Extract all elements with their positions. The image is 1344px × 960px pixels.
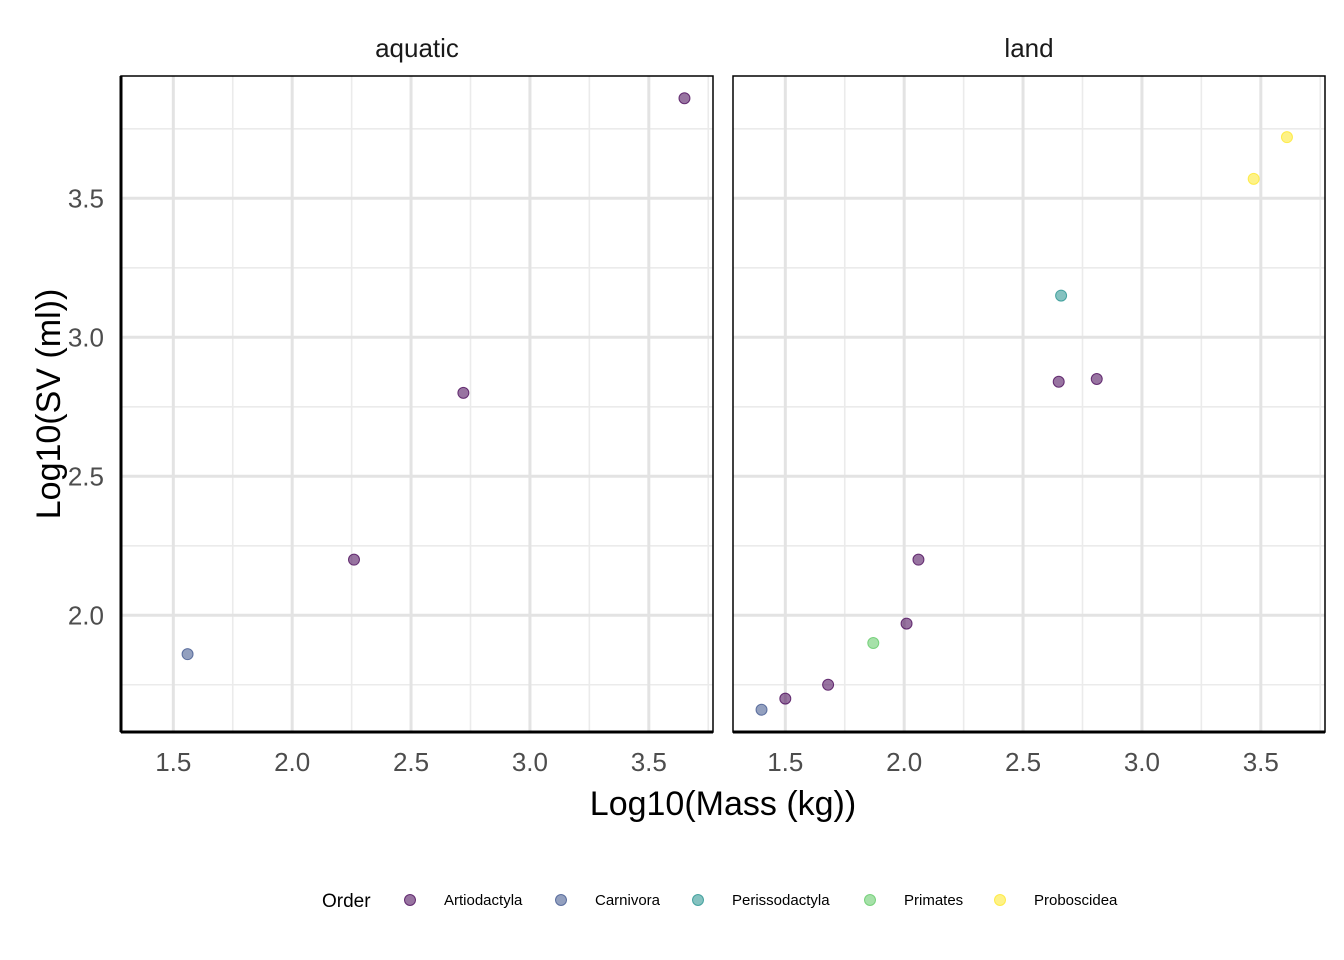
legend-item: Carnivora — [555, 892, 661, 909]
data-point — [867, 637, 880, 650]
data-point — [822, 678, 835, 691]
legend-title: Order — [322, 891, 371, 912]
legend-label: Primates — [904, 892, 963, 909]
x-tick-label: 1.5 — [155, 747, 191, 777]
panel-border — [732, 75, 1326, 733]
legend-key — [692, 894, 704, 906]
data-point — [755, 703, 768, 716]
data-point — [457, 386, 470, 399]
data-point — [347, 553, 360, 566]
data-point — [1052, 375, 1065, 388]
facet-label-aquatic: aquatic — [375, 33, 459, 63]
data-point — [1280, 131, 1293, 144]
panel-border — [120, 75, 714, 733]
legend-key — [555, 894, 567, 906]
x-tick-label: 3.5 — [1243, 747, 1279, 777]
facet-label-land: land — [1004, 33, 1053, 63]
legend-item: Artiodactyla — [404, 892, 523, 909]
data-point — [1055, 289, 1068, 302]
y-axis-title: Log10(SV (ml)) — [30, 289, 68, 520]
data-point — [779, 692, 792, 705]
data-point — [1090, 372, 1103, 385]
x-tick-label: 2.0 — [274, 747, 310, 777]
panels: aquatic 1.5 2.0 2.5 3.0 3.5 2.0 2.5 3.0 3.5 land 1.… — [68, 33, 1326, 777]
y-tick-label: 2.5 — [68, 461, 104, 491]
x-tick-label: 2.0 — [886, 747, 922, 777]
y-tick-label: 3.0 — [68, 322, 104, 352]
legend-label: Artiodactyla — [444, 892, 523, 909]
legend-item: Proboscidea — [994, 892, 1118, 909]
legend-label: Perissodactyla — [732, 892, 830, 909]
data-point — [678, 92, 691, 105]
legend-item: Primates — [864, 892, 963, 909]
legend-label: Carnivora — [595, 892, 661, 909]
x-tick-label: 3.0 — [512, 747, 548, 777]
panel-aquatic: aquatic 1.5 2.0 2.5 3.0 3.5 2.0 2.5 3.0 3.5 — [68, 33, 714, 777]
y-tick-label: 3.5 — [68, 183, 104, 213]
x-tick-label: 3.5 — [631, 747, 667, 777]
legend-label: Proboscidea — [1034, 892, 1118, 909]
legend: Order Artiodactyla Carnivora Perissodactyl… — [322, 891, 1118, 912]
x-tick-label: 1.5 — [767, 747, 803, 777]
panel-land: land 1.5 2.0 2.5 3.0 3.5 — [732, 33, 1326, 777]
legend-key — [994, 894, 1006, 906]
legend-key — [864, 894, 876, 906]
data-point — [912, 553, 925, 566]
data-point — [900, 617, 913, 630]
data-point — [181, 648, 194, 661]
x-tick-label: 3.0 — [1124, 747, 1160, 777]
x-tick-label: 2.5 — [393, 747, 429, 777]
data-point — [1247, 172, 1260, 185]
x-axis-title: Log10(Mass (kg)) — [590, 785, 856, 823]
legend-item: Perissodactyla — [692, 892, 830, 909]
x-tick-label: 2.5 — [1005, 747, 1041, 777]
y-tick-label: 2.0 — [68, 600, 104, 630]
legend-key — [404, 894, 416, 906]
